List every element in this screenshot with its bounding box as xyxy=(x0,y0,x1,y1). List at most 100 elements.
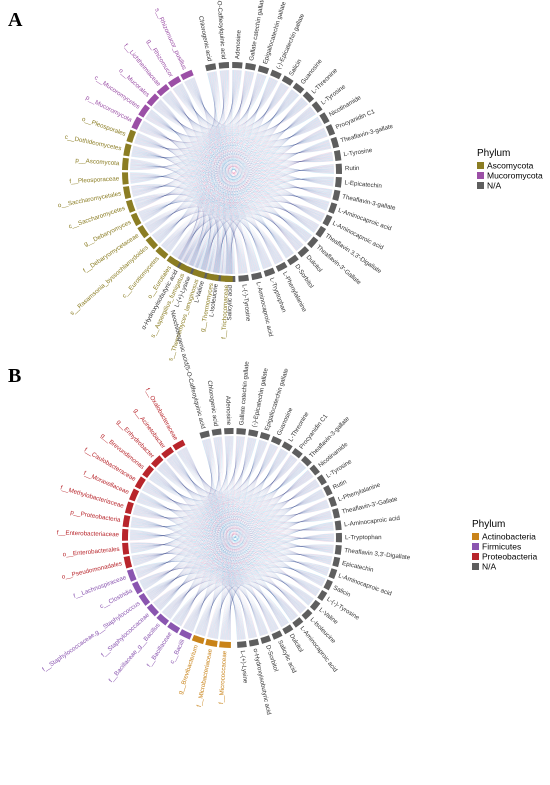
chord-ribbon xyxy=(194,587,246,640)
metabolite-arc xyxy=(334,176,342,188)
taxon-label: f__Trichocomaceae xyxy=(220,284,230,339)
taxon-arc xyxy=(122,528,129,541)
taxon-arc xyxy=(146,93,160,107)
metabolite-arc xyxy=(275,261,288,272)
metabolite-arc xyxy=(248,638,260,647)
metabolite-arc xyxy=(332,189,341,201)
taxon-arc xyxy=(138,592,151,606)
metabolite-arc xyxy=(333,150,342,161)
chord-ribbon xyxy=(138,199,200,262)
taxon-arc xyxy=(167,76,182,88)
metabolite-arc xyxy=(297,246,310,258)
metabolite-label: Theaflavin 3,3'-Digallate xyxy=(344,547,411,561)
metabolite-arc xyxy=(334,544,342,555)
metabolite-label: L-Tryptophan xyxy=(268,277,288,314)
metabolite-arc xyxy=(291,447,303,459)
metabolite-label: Salicin xyxy=(332,584,352,599)
taxon-arc xyxy=(126,568,137,582)
metabolite-label: L-Tryptophan xyxy=(345,534,382,541)
taxon-arc xyxy=(142,465,155,478)
metabolite-arc xyxy=(332,508,341,519)
taxon-label: c__Bacilli xyxy=(169,638,187,665)
taxon-arc xyxy=(122,542,130,555)
taxon-arc xyxy=(138,104,150,118)
ribbon-layer-a xyxy=(129,69,335,275)
taxon-arc xyxy=(155,246,169,260)
metabolite-label: Adenosine xyxy=(234,29,242,59)
taxon-label: f__Staphylococcaceae xyxy=(100,611,151,658)
metabolite-arc xyxy=(224,428,234,435)
metabolite-label: Theaflavin 3,3'-Digallate xyxy=(324,232,383,275)
chord-diagram-panel-a: A Chlorogenic acidNeochlorogenic acid(5-… xyxy=(8,0,543,362)
metabolite-label: L-Isoleucine xyxy=(208,283,220,318)
taxon-arc xyxy=(166,255,180,268)
metabolite-arc xyxy=(328,568,338,579)
metabolite-arc xyxy=(317,589,328,602)
taxon-arc xyxy=(122,157,129,171)
metabolite-arc xyxy=(301,608,313,620)
metabolite-arc xyxy=(232,62,243,69)
metabolite-arc xyxy=(322,214,333,227)
legend-b: Phylum ActinobacteriaFirmicutesProteobac… xyxy=(472,519,538,572)
metabolite-arc xyxy=(237,641,247,648)
taxon-arc xyxy=(206,273,219,282)
metabolite-label: L-(+)-Lysine xyxy=(239,650,249,684)
chord-ribbon xyxy=(174,453,238,640)
metabolite-arc xyxy=(282,624,294,635)
metabolite-arc xyxy=(301,455,312,467)
chord-ribbon xyxy=(160,212,204,263)
taxon-arc xyxy=(130,212,142,227)
metabolite-arc xyxy=(335,163,342,174)
metabolite-arc xyxy=(292,617,304,628)
metabolite-arc xyxy=(325,124,336,136)
legend-label: Proteobacteria xyxy=(482,552,538,562)
metabolite-arc xyxy=(309,464,320,476)
taxon-arc xyxy=(151,455,164,468)
chord-ribbon xyxy=(130,183,199,262)
metabolite-arc xyxy=(270,435,282,446)
legend-swatch xyxy=(472,543,479,550)
taxon-arc xyxy=(134,476,146,490)
panel-letter-a: A xyxy=(8,9,23,31)
metabolite-label: L-Tyrosine xyxy=(343,147,373,158)
metabolite-arc xyxy=(218,62,230,69)
taxon-arc xyxy=(167,622,181,634)
metabolite-arc xyxy=(334,520,342,531)
metabolite-arc xyxy=(302,91,315,103)
metabolite-label: Salicin xyxy=(288,58,304,78)
taxon-arc xyxy=(145,236,159,250)
taxon-arc xyxy=(161,446,174,459)
node-arcs-a xyxy=(122,62,342,282)
metabolite-arc xyxy=(263,267,276,277)
metabolite-label: Salicylic acid xyxy=(226,284,234,320)
ribbon-layer-b xyxy=(129,435,335,641)
metabolite-label: Chlorogenic acid xyxy=(206,380,220,427)
taxon-arc xyxy=(131,581,143,595)
taxon-label: o__Enterobacterales xyxy=(62,546,120,559)
metabolite-label: Dulcitol xyxy=(288,633,305,654)
metabolite-arc xyxy=(315,225,327,238)
metabolite-label: L-(-)-Tyrosine xyxy=(241,284,252,322)
chord-ribbon xyxy=(182,585,245,640)
metabolite-label: Theaflavin-3-gallate xyxy=(342,193,397,212)
legend-label: N/A xyxy=(482,562,497,572)
legend-title-a: Phylum xyxy=(477,148,510,159)
taxon-arc xyxy=(131,116,143,130)
metabolite-arc xyxy=(259,431,271,441)
metabolite-arc xyxy=(335,532,342,543)
metabolite-arc xyxy=(205,63,217,72)
metabolite-arc xyxy=(319,112,330,125)
legend-label: Mucoromycota xyxy=(487,171,543,181)
legend-swatch xyxy=(477,182,484,189)
legend-title-b: Phylum xyxy=(472,519,505,530)
chord-ribbon xyxy=(164,461,239,640)
metabolite-label: Epicatechin xyxy=(341,560,374,574)
taxon-label: o__Pleosporales xyxy=(81,116,127,138)
taxon-arc xyxy=(219,641,231,648)
chord-ribbon xyxy=(133,192,200,262)
taxon-arc xyxy=(192,268,206,279)
metabolite-label: Adenosine xyxy=(224,396,232,426)
taxon-arc xyxy=(137,225,150,239)
taxon-arc xyxy=(180,69,194,81)
